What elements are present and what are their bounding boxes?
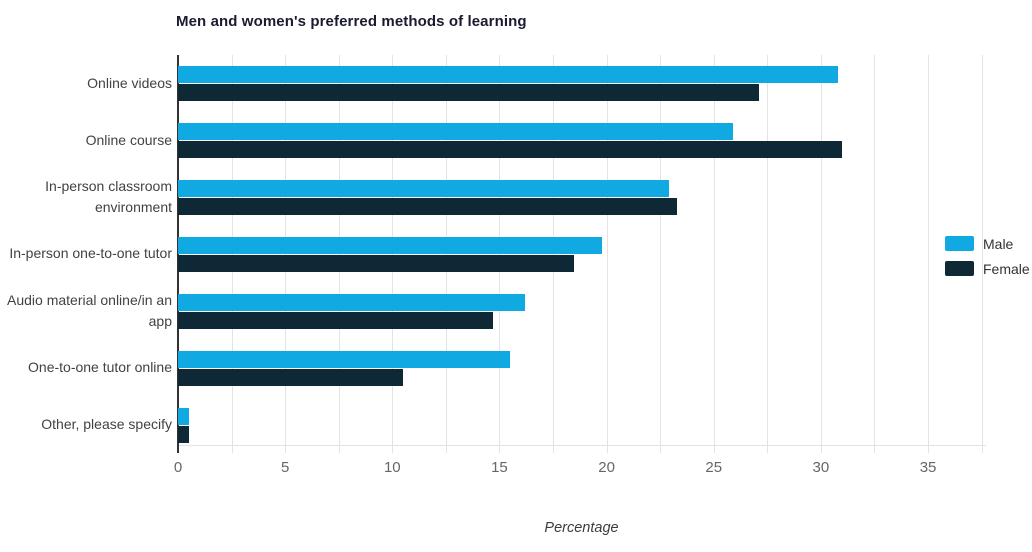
bar-male — [178, 407, 189, 425]
gridline — [928, 55, 930, 453]
gridline — [606, 55, 608, 453]
gridline — [767, 55, 769, 453]
bar-male — [178, 66, 839, 84]
bar-male — [178, 123, 734, 141]
y-category-label: In-person classroom environment — [45, 178, 172, 216]
legend-item-male[interactable]: Male — [945, 231, 1030, 256]
gridline — [231, 55, 233, 453]
gridline — [874, 55, 876, 453]
x-tick-label: 30 — [812, 459, 830, 476]
y-category-label: Online course — [85, 131, 172, 148]
bar-female — [178, 84, 759, 102]
y-category-label: Online videos — [87, 74, 172, 91]
x-tick-label: 15 — [491, 459, 508, 476]
x-tick-label: 10 — [383, 459, 401, 476]
bar-female — [178, 425, 189, 443]
x-tick-label: 0 — [173, 459, 183, 476]
legend: Male Female — [945, 231, 1030, 281]
bar-female — [178, 368, 403, 386]
legend-label-female: Female — [983, 260, 1030, 277]
x-axis-line — [178, 445, 986, 446]
bar-female — [178, 141, 843, 159]
legend-label-male: Male — [983, 235, 1014, 252]
gridline — [713, 55, 715, 453]
x-axis-title: Percentage — [544, 520, 619, 536]
x-tick-label: 25 — [705, 459, 723, 476]
gridline — [392, 55, 394, 453]
gridline — [338, 55, 340, 453]
legend-swatch-female-icon — [945, 261, 974, 276]
gridline — [445, 55, 447, 453]
gridline — [660, 55, 662, 453]
chart-title: Men and women's preferred methods of lea… — [176, 13, 527, 30]
legend-item-female[interactable]: Female — [945, 256, 1030, 281]
y-category-label: Audio material online/in an app — [7, 291, 172, 329]
x-tick-label: 5 — [280, 459, 290, 476]
y-axis-line — [177, 55, 179, 453]
x-tick-label: 35 — [919, 459, 937, 476]
bar-male — [178, 350, 511, 368]
gridline — [285, 55, 287, 453]
legend-swatch-male-icon — [945, 236, 974, 251]
gridline — [981, 55, 983, 453]
bar-male — [178, 236, 603, 254]
bar-male — [178, 180, 669, 198]
x-tick-label: 20 — [598, 459, 615, 476]
bar-female — [178, 198, 678, 216]
gridline — [553, 55, 555, 453]
bar-female — [178, 311, 494, 329]
bar-male — [178, 293, 526, 311]
y-category-label: One-to-one tutor online — [28, 359, 172, 376]
bar-female — [178, 254, 575, 272]
gridline — [499, 55, 501, 453]
y-category-label: In-person one-to-one tutor — [9, 245, 172, 262]
gridline — [820, 55, 822, 453]
y-category-label: Other, please specify — [41, 416, 172, 433]
